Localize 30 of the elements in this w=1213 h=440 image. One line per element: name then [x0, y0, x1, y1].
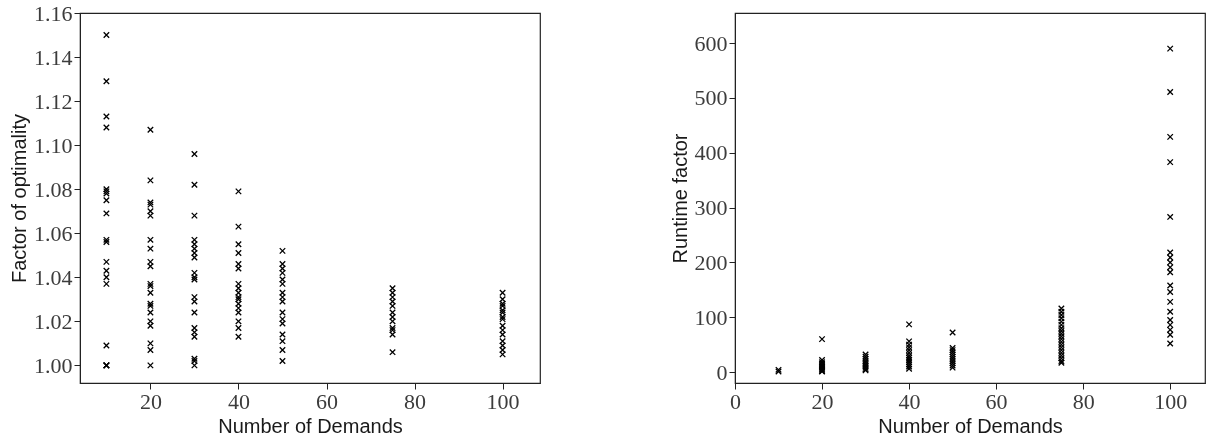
- x-tick-label: 60: [985, 388, 1008, 414]
- y-tick-label: 1.04: [34, 264, 73, 290]
- y-tick-label: 300: [694, 195, 728, 221]
- y-tick-label: 1.12: [34, 88, 73, 114]
- y-tick-label: 600: [694, 30, 728, 56]
- y-tick-label: 1.06: [34, 220, 73, 246]
- x-tick-label: 20: [139, 388, 162, 414]
- x-tick-label: 100: [1154, 388, 1188, 414]
- y-tick-label: 1.00: [34, 352, 73, 378]
- x-tick-label: 60: [316, 388, 339, 414]
- x-tick-label: 80: [1072, 388, 1095, 414]
- x-tick-label: 80: [404, 388, 427, 414]
- x-tick-label: 40: [898, 388, 921, 414]
- x-tick-label: 100: [486, 388, 520, 414]
- y-tick-label: 1.10: [34, 132, 73, 158]
- y-axis-title: Factor of optimality: [8, 114, 30, 283]
- y-tick-label: 1.02: [34, 308, 73, 334]
- y-tick-label: 1.08: [34, 176, 73, 202]
- y-axis-title: Runtime factor: [668, 133, 691, 264]
- y-tick-label: 1.14: [34, 44, 73, 70]
- x-tick-label: 20: [811, 388, 834, 414]
- y-tick-label: 1.16: [34, 0, 73, 26]
- x-axis-title: Number of Demands: [218, 414, 403, 437]
- x-tick-label: 40: [227, 388, 250, 414]
- y-tick-label: 400: [694, 140, 728, 166]
- y-tick-label: 500: [694, 85, 728, 111]
- y-tick-label: 0: [716, 359, 728, 385]
- y-tick-label: 100: [694, 304, 728, 330]
- x-axis-title: Number of Demands: [878, 414, 1063, 437]
- y-tick-label: 200: [694, 249, 728, 275]
